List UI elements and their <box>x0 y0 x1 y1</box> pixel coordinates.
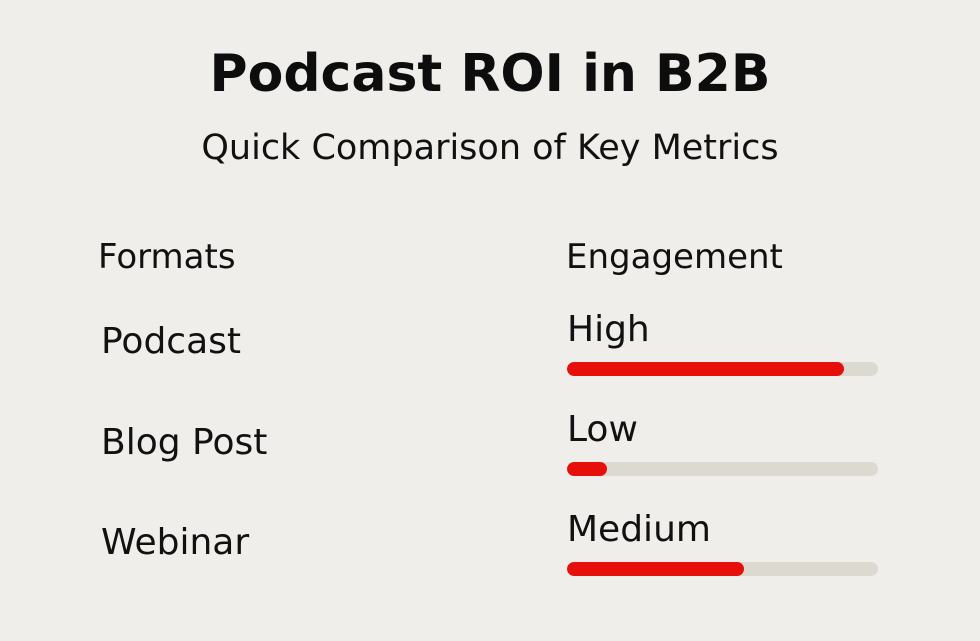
engagement-bar-podcast <box>567 362 878 376</box>
page-title: Podcast ROI in B2B <box>209 44 771 104</box>
engagement-level-blog-post: Low <box>567 409 638 450</box>
engagement-column-header: Engagement <box>566 237 783 277</box>
engagement-level-webinar: Medium <box>567 509 711 550</box>
engagement-bar-fill-podcast <box>567 362 844 376</box>
format-label-webinar: Webinar <box>101 522 250 563</box>
engagement-bar-fill-webinar <box>567 562 745 576</box>
engagement-bar-webinar <box>567 562 878 576</box>
page-subtitle: Quick Comparison of Key Metrics <box>201 128 779 168</box>
engagement-bar-blog-post <box>567 462 878 476</box>
formats-column-header: Formats <box>98 237 236 277</box>
format-label-podcast: Podcast <box>101 321 242 362</box>
engagement-level-podcast: High <box>567 309 650 350</box>
format-label-blog-post: Blog Post <box>101 422 268 463</box>
engagement-bar-fill-blog-post <box>567 462 608 476</box>
